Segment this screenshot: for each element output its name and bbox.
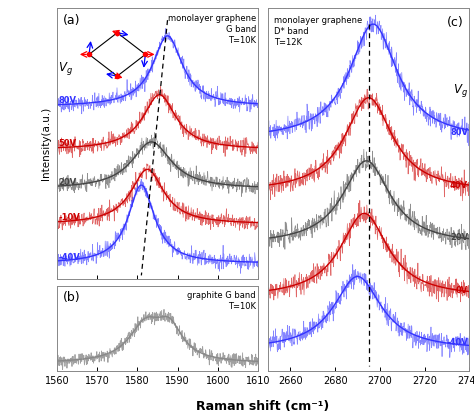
Text: 20V: 20V (58, 178, 76, 187)
Text: $V_g$: $V_g$ (453, 82, 468, 98)
Text: 0V: 0V (456, 286, 468, 295)
Text: -40V: -40V (447, 339, 468, 347)
Text: monolayer graphene
G band
T=10K: monolayer graphene G band T=10K (168, 14, 256, 45)
Text: graphite G band
T=10K: graphite G band T=10K (187, 291, 256, 311)
Text: 80V: 80V (450, 128, 468, 137)
Text: (c): (c) (447, 15, 463, 29)
Text: $V_g$: $V_g$ (58, 60, 73, 77)
Text: Raman shift (cm⁻¹): Raman shift (cm⁻¹) (196, 400, 330, 413)
Text: 40V: 40V (450, 181, 468, 190)
Text: (b): (b) (63, 291, 81, 304)
Y-axis label: Intensity(a.u.): Intensity(a.u.) (41, 107, 51, 181)
Text: 50V: 50V (58, 139, 76, 148)
Text: 20V: 20V (450, 234, 468, 242)
Text: monolayer graphene
D* band
T=12K: monolayer graphene D* band T=12K (274, 15, 363, 47)
Text: -40V: -40V (58, 253, 80, 261)
Text: (a): (a) (63, 14, 81, 27)
Text: -10V: -10V (58, 214, 80, 222)
Text: 80V: 80V (58, 95, 76, 105)
